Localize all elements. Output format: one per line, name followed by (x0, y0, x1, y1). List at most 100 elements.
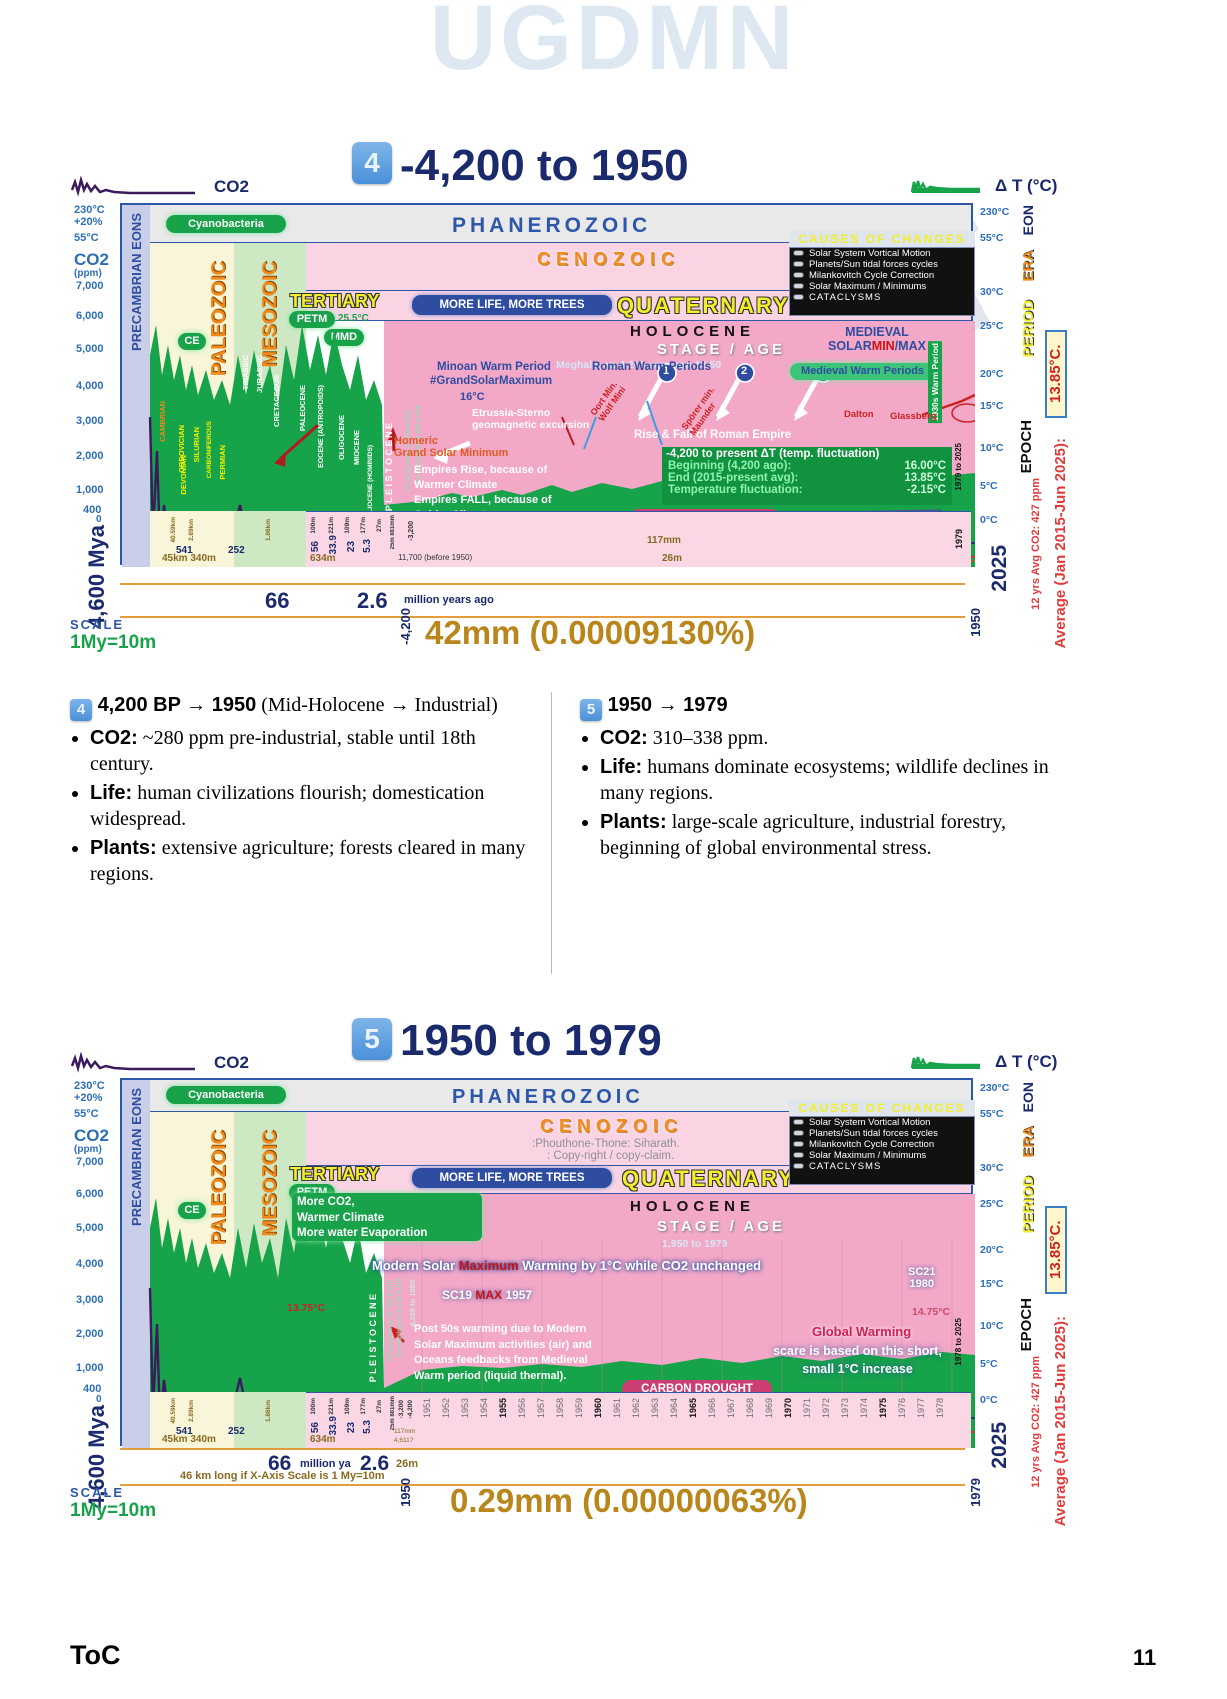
chart-5-m-23: 23 (346, 1422, 357, 1434)
chart-4-minoan-temp: 16°C (460, 391, 485, 403)
chart-5-bb-meso (234, 1392, 306, 1448)
chart-4-r-230c: 230°C (980, 206, 1010, 218)
chart-5-w-6: 177m (360, 1398, 367, 1415)
chart-5-span-1: 634m (310, 1434, 336, 1445)
bullet-icon (793, 1163, 804, 1170)
toc-link[interactable]: ToC (70, 1640, 121, 1670)
chart-4-period-title: QUATERNARY (617, 293, 790, 318)
chart-5-m-56: 56 (310, 1422, 321, 1434)
chart-5-badge: 5 (352, 1018, 392, 1060)
chart-4-rise-fall-rome: Rise & Fall of Roman Empire (634, 429, 792, 441)
chart-5-mya-26: 2.6 (360, 1452, 390, 1475)
year-tick: 1976 (897, 1398, 907, 1419)
chart-5-r-55c: 55°C (980, 1108, 1004, 1120)
year-tick: 1965 (688, 1398, 698, 1419)
chart-4-etrussia: Etrussia-Sterno geomagnetic excursion (472, 407, 590, 431)
chart-4-bb-precam (122, 511, 150, 567)
chart-4-period-cambrian: CAMBRIAN (158, 401, 167, 442)
chart-5-axis-20pct: +20% (74, 1092, 103, 1104)
chart-5-r-20c: 20°C (980, 1244, 1004, 1256)
chart-4-tick-2000: 2,000 (76, 450, 104, 462)
chart-4-tertiary-label: TERTIARY (290, 291, 380, 311)
chart-4-deltat-row-1: End (2015-present avg): 13.85°C (668, 472, 946, 484)
chart-4-axis-unit: CO2 (74, 250, 109, 269)
year-tick: 1952 (441, 1398, 451, 1419)
chart-5-m-3200: -3,200 (398, 1400, 405, 1419)
chart-4-r-25c: 25°C (980, 320, 1004, 332)
chart-5-eon-title: PHANEROZOIC (452, 1086, 644, 1108)
chart-5-scare: scare is based on this short, small 1°C i… (773, 1344, 942, 1377)
chart-5-range-4200-1950: 4,200 to 1950 (408, 1280, 417, 1327)
chart-4-axis-55c: 55°C (74, 232, 99, 244)
chart-5-causes-box: Solar System Vortical Motion Planets/Sun… (789, 1116, 975, 1185)
chart-4-span-2: 11,700 (before 1950) (398, 553, 473, 562)
chart-5-m-252: 252 (228, 1426, 245, 1437)
chart-5-copyright-2: : Copy-right / copy-claim. (547, 1150, 675, 1162)
chart-4-m-339: 33.9 (328, 535, 339, 555)
year-tick: 1951 (422, 1398, 432, 1419)
chart-4-w-3: 100m (310, 517, 317, 534)
chart-5-span-0: 45km 340m (162, 1434, 216, 1445)
chart-4-result-left: -4,200 (398, 608, 413, 645)
chart-4-w-8: 25m 881mm (390, 515, 396, 550)
year-tick: 1972 (821, 1398, 831, 1419)
chart-5-xaxis-note: 46 km long if X-Axis Scale is 1 My=10m (180, 1470, 385, 1482)
chart-5-axis-230c: 230°C (74, 1080, 105, 1092)
chart-4-cause-1: Planets/Sun tidal forces cycles (790, 259, 974, 270)
chart-5-year-ticks: 1951 1952 1953 1954 1955 1956 1957 1958 … (422, 1396, 967, 1446)
chart-4-era-title: CENOZOIC (537, 249, 681, 269)
chart-5-tick-3000: 3,000 (76, 1294, 104, 1306)
prose-left: 4 4,200 BP → 1950 (Mid-Holocene → Indust… (70, 692, 540, 890)
chart-4-period-silurian: SILURIAN (192, 427, 201, 463)
chart-4-plot: PHANEROZOIC CENOZOIC QUATERNARY MORE LIF… (120, 203, 975, 567)
chart-4-cause-2: Milankovitch Cycle Correction (790, 270, 974, 281)
chart-5-w-8: 25m 881mm (390, 1396, 396, 1431)
chart-4-petm-pill: PETM (289, 311, 335, 328)
chart-5-axis-unit: CO2 (74, 1126, 109, 1145)
chart-4-r-30c: 30°C (980, 286, 1004, 298)
year-tick: 1974 (859, 1398, 869, 1419)
chart-4-dt-label: Δ T (°C) (995, 176, 1058, 195)
chart-4-grand-solar-max: #GrandSolarMaximum (430, 375, 553, 387)
prose-divider (551, 692, 552, 974)
chart-4-yr-1979: 1979 (954, 529, 964, 550)
chart-5-precambrian-col (122, 1080, 150, 1448)
chart-5-r-0c: 0°C (980, 1394, 998, 1406)
chart-5-w-0: 40.59km (170, 1398, 177, 1424)
bullet-icon (793, 294, 804, 301)
chart-4-period-triassic: TRIASSIC (241, 355, 250, 391)
year-tick: 1964 (669, 1398, 679, 1419)
chart-5-axis-unit-sub: (ppm) (74, 1144, 102, 1155)
chart-4-span-0: 45km 340m (162, 553, 216, 564)
prose-right-heading: 5 1950 → 1979 (580, 692, 1050, 721)
chart-4-span-4: 26m (662, 553, 683, 564)
chart-4-tick-1000: 1,000 (76, 484, 104, 496)
chart-4-right-year: 2025 (988, 545, 1011, 592)
chart-5-cause-4: CATACLYSMS (790, 1161, 974, 1172)
bullet-icon (793, 1141, 804, 1148)
chart-4-axis-unit-sub: (ppm) (74, 268, 102, 279)
chart-5-m-339: 33.9 (328, 1416, 339, 1436)
chart-4-medieval-warm: Medieval Warm Periods (790, 363, 935, 380)
chart-5-span-3: 4,611? (394, 1437, 414, 1444)
chart-4-cause-4: CATACLYSMS (790, 292, 974, 303)
chart-5-stack-era: ERA (1020, 1126, 1037, 1158)
co2-curve-icon (70, 176, 195, 197)
chart-5-sc21: SC21 1980 (908, 1266, 936, 1290)
chart-5-tick-0: 0 (96, 1394, 102, 1405)
chart-5-stage-title: STAGE / AGE (657, 1218, 786, 1235)
chart-4-dalton: Dalton (844, 409, 874, 420)
chart-5-temp-1375: 13.75°C (287, 1302, 326, 1314)
chart-4-number-2: 2 (741, 365, 748, 377)
chart-5-modern-solar: Modern Solar Maximum Warming by 1°C whil… (372, 1258, 762, 1273)
chart-5-r-30c: 30°C (980, 1162, 1004, 1174)
chart-4-mya-bar-1 (120, 583, 965, 585)
prose-left-badge: 4 (70, 699, 92, 721)
chart-5-tick-6000: 6,000 (76, 1188, 104, 1200)
chart-5-stage-sub: 1,950 to 1979 (662, 1238, 728, 1250)
chart-4-stack-eon: EON (1020, 205, 1036, 236)
prose-left-item-0: CO2: ~280 ppm pre-industrial, stable unt… (90, 725, 540, 777)
chart-4-stage-sub: Meghalayan 4,200 year ago-19.50 (556, 359, 722, 371)
watermark-title: UGDMN (429, 0, 798, 89)
chart-4-tick-400: 400 (83, 504, 102, 516)
